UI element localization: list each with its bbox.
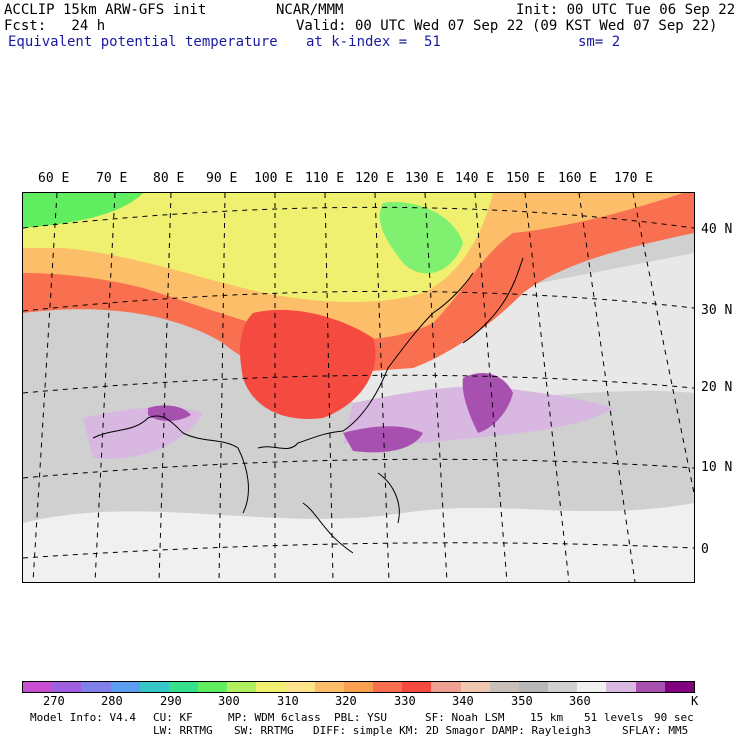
colorbar-label-350: 350 xyxy=(511,694,533,708)
colorbar-label-290: 290 xyxy=(160,694,182,708)
colorbar-segment-9 xyxy=(285,682,315,692)
footer-sf: SF: Noah LSM xyxy=(425,711,505,724)
footer-sflay: SFLAY: MM5 xyxy=(622,724,689,737)
colorbar-segment-17 xyxy=(518,682,549,692)
lon-label-120e: 120 E xyxy=(355,171,395,186)
purple-india-coast xyxy=(148,405,191,421)
init-time: Init: 00 UTC Tue 06 Sep 22 xyxy=(516,2,736,18)
footer-model-info: Model Info: V4.4 xyxy=(30,711,136,724)
colorbar-label-360: 360 xyxy=(569,694,591,708)
colorbar-segment-21 xyxy=(635,682,665,692)
graticule xyxy=(23,193,694,582)
lat-label-20n: 20 N xyxy=(701,380,733,395)
lat-label-30n: 30 N xyxy=(701,303,733,318)
footer-diff: DIFF: simple KM: 2D Smagor DAMP: Rayleig… xyxy=(313,724,592,737)
colorbar-label-270: 270 xyxy=(43,694,65,708)
colorbar-segment-6 xyxy=(198,682,228,692)
colorbar-segment-4 xyxy=(139,682,169,692)
colorbar-segment-15 xyxy=(460,682,490,692)
red-southchina xyxy=(240,309,376,419)
footer-timestep: 90 sec xyxy=(654,711,694,724)
yellow-plateau xyxy=(23,193,493,303)
colorbar-segment-5 xyxy=(168,682,199,692)
lat-label-0: 0 xyxy=(701,542,709,557)
colorbar-segment-0 xyxy=(23,682,53,692)
colorbar-segment-2 xyxy=(81,682,111,692)
purple-southchina-sea xyxy=(343,426,423,453)
lat-label-10n: 10 N xyxy=(701,460,733,475)
colorbar-segment-10 xyxy=(314,682,344,692)
footer-resolution: 15 km xyxy=(530,711,564,724)
colorbar-segment-7 xyxy=(227,682,257,692)
lon-label-140e: 140 E xyxy=(455,171,495,186)
colorbar-segment-19 xyxy=(577,682,607,692)
lat-label-40n: 40 N xyxy=(701,222,733,237)
institution: NCAR/MMM xyxy=(276,2,344,18)
purple-philippine-sea xyxy=(462,373,513,433)
colorbar xyxy=(22,681,695,693)
lon-label-90e: 90 E xyxy=(206,171,238,186)
lon-label-170e: 170 E xyxy=(614,171,654,186)
colorbar-segment-16 xyxy=(489,682,519,692)
colorbar-label-300: 300 xyxy=(218,694,240,708)
colorbar-segment-22 xyxy=(664,682,694,692)
colorbar-label-280: 280 xyxy=(101,694,123,708)
colorbar-label-320: 320 xyxy=(335,694,357,708)
colorbar-segment-8 xyxy=(256,682,286,692)
footer-pbl: PBL: YSU xyxy=(334,711,387,724)
model-title: ACCLIP 15km ARW-GFS init xyxy=(4,2,207,18)
colorbar-segment-3 xyxy=(110,682,140,692)
field-name: Equivalent potential temperature xyxy=(8,34,278,50)
footer-cu: CU: KF xyxy=(153,711,193,724)
map-svg xyxy=(23,193,694,582)
equatorial-low-field xyxy=(23,503,694,582)
smoothing: sm= 2 xyxy=(578,34,621,50)
lon-label-160e: 160 E xyxy=(558,171,598,186)
footer-mp: MP: WDM 6class xyxy=(228,711,321,724)
coastlines xyxy=(92,257,524,554)
lon-label-60e: 60 E xyxy=(38,171,70,186)
level-index: at k-index = 51 xyxy=(306,34,441,50)
colorbar-segment-1 xyxy=(52,682,82,692)
colorbar-label-330: 330 xyxy=(394,694,416,708)
valid-time: Valid: 00 UTC Wed 07 Sep 22 (09 KST Wed … xyxy=(296,18,718,34)
colorbar-segment-12 xyxy=(373,682,403,692)
colorbar-segment-11 xyxy=(343,682,374,692)
footer-sw: SW: RRTMG xyxy=(234,724,294,737)
colorbar-segment-13 xyxy=(402,682,432,692)
lon-label-130e: 130 E xyxy=(405,171,445,186)
green-mongolia xyxy=(379,202,463,274)
lon-label-80e: 80 E xyxy=(153,171,185,186)
footer-lw: LW: RRTMG xyxy=(153,724,213,737)
theta-e-map xyxy=(22,192,695,583)
colorbar-segment-20 xyxy=(606,682,636,692)
pacific-field xyxy=(323,253,694,406)
footer-levels: 51 levels xyxy=(584,711,644,724)
colorbar-segment-14 xyxy=(431,682,461,692)
green-northwest xyxy=(23,193,143,228)
forecast-hour: Fcst: 24 h xyxy=(4,18,106,34)
colorbar-label-340: 340 xyxy=(452,694,474,708)
colorbar-unit: K xyxy=(691,694,699,708)
lon-label-110e: 110 E xyxy=(305,171,345,186)
lon-label-100e: 100 E xyxy=(254,171,294,186)
lon-label-70e: 70 E xyxy=(96,171,128,186)
colorbar-label-310: 310 xyxy=(277,694,299,708)
lon-label-150e: 150 E xyxy=(506,171,546,186)
colorbar-segment-18 xyxy=(548,682,578,692)
